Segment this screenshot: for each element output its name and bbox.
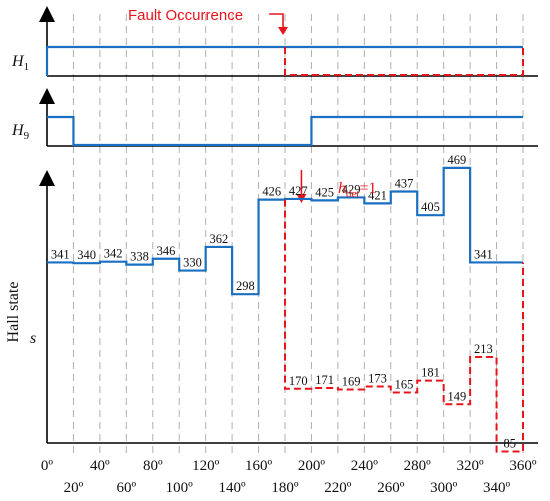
x-tick-label-bottom: 20º bbox=[64, 480, 84, 496]
hall-normal-label: 427 bbox=[289, 184, 308, 198]
fault-arrow-head bbox=[278, 27, 288, 35]
h1-fault-line bbox=[284, 47, 524, 76]
x-tick-label-top: 120º bbox=[192, 458, 220, 474]
hall-fault-label: 165 bbox=[395, 377, 414, 391]
hall-normal-label: 298 bbox=[236, 279, 255, 293]
x-tick-label-bottom: 140º bbox=[219, 480, 247, 496]
x-tick-label-bottom: 100º bbox=[166, 480, 194, 496]
hall-normal-label: 425 bbox=[315, 185, 334, 199]
h1-panel bbox=[45, 45, 524, 76]
hall-normal-label: 469 bbox=[448, 153, 467, 167]
x-tick-label-bottom: 260º bbox=[377, 480, 405, 496]
x-tick-label-top: 160º bbox=[245, 458, 273, 474]
fault-arrow-shaft bbox=[269, 13, 284, 28]
hall-normal-label: 340 bbox=[77, 248, 96, 262]
hall-fault-label: 213 bbox=[474, 342, 493, 356]
hall-state-symbol: s bbox=[30, 330, 36, 347]
hall-fault-label: 181 bbox=[421, 366, 440, 380]
hall-fault-label: 149 bbox=[448, 389, 467, 403]
hall-normal-label: 429 bbox=[342, 182, 361, 196]
hall-fault-label: 171 bbox=[315, 373, 334, 387]
hall-normal-label: 437 bbox=[395, 177, 414, 191]
h1-label: H1 bbox=[11, 53, 29, 73]
hall-normal-label: 330 bbox=[183, 256, 202, 270]
h9-subscript: 9 bbox=[24, 130, 30, 142]
x-tick-label-top: 200º bbox=[298, 458, 326, 474]
hall-normal-label: 362 bbox=[210, 232, 229, 246]
hall-fault-label: 173 bbox=[368, 372, 387, 386]
hall-normal-label: 346 bbox=[157, 244, 176, 258]
x-tick-label-top: 40º bbox=[90, 458, 110, 474]
hall-fault-label: 170 bbox=[289, 374, 308, 388]
x-tick-label-bottom: 180º bbox=[271, 480, 299, 496]
x-tick-label-top: 280º bbox=[404, 458, 432, 474]
x-tick-label-top: 0º bbox=[41, 458, 54, 474]
x-tick-label-bottom: 340º bbox=[483, 480, 511, 496]
hall-normal-label: 341 bbox=[51, 247, 70, 261]
h9-line bbox=[47, 115, 523, 147]
hall-fault-label: 85 bbox=[504, 437, 517, 451]
hall-normal-label: 342 bbox=[104, 247, 123, 261]
x-tick-label-top: 320º bbox=[457, 458, 485, 474]
hall-state-panel: 341 340 342 338 346 330 362 298 426 427 425 429 421 4… bbox=[47, 153, 524, 453]
fault-occurrence-label: Fault Occurrence bbox=[128, 7, 243, 24]
x-tick-label-top: 80º bbox=[143, 458, 163, 474]
h9-panel bbox=[47, 115, 523, 147]
hall-normal-label: 338 bbox=[130, 250, 149, 264]
hall-fault-line bbox=[284, 199, 524, 453]
hall-state-ylabel: Hall state bbox=[5, 282, 22, 343]
hall-normal-label: 421 bbox=[368, 188, 387, 202]
h1-subscript: 1 bbox=[24, 61, 30, 73]
tick-labels: 0º 40º 80º 120º 160º 200º 240º 280º 320º 360º 20º 6… bbox=[41, 458, 537, 496]
hall-normal-label: 405 bbox=[421, 200, 440, 214]
x-tick-label-bottom: 300º bbox=[430, 480, 458, 496]
hdet-annotation: hdet=1 bbox=[338, 180, 376, 200]
x-tick-label-bottom: 220º bbox=[324, 480, 352, 496]
x-tick-label-top: 240º bbox=[351, 458, 379, 474]
x-tick-label-bottom: 60º bbox=[117, 480, 137, 496]
hall-fault-label: 169 bbox=[342, 374, 361, 388]
hall-normal-label: 426 bbox=[262, 185, 281, 199]
h9-label: H9 bbox=[11, 122, 30, 142]
hall-normal-label: 341 bbox=[474, 247, 493, 261]
x-tick-label-top: 360º bbox=[509, 458, 537, 474]
h1-normal-line bbox=[45, 45, 523, 76]
